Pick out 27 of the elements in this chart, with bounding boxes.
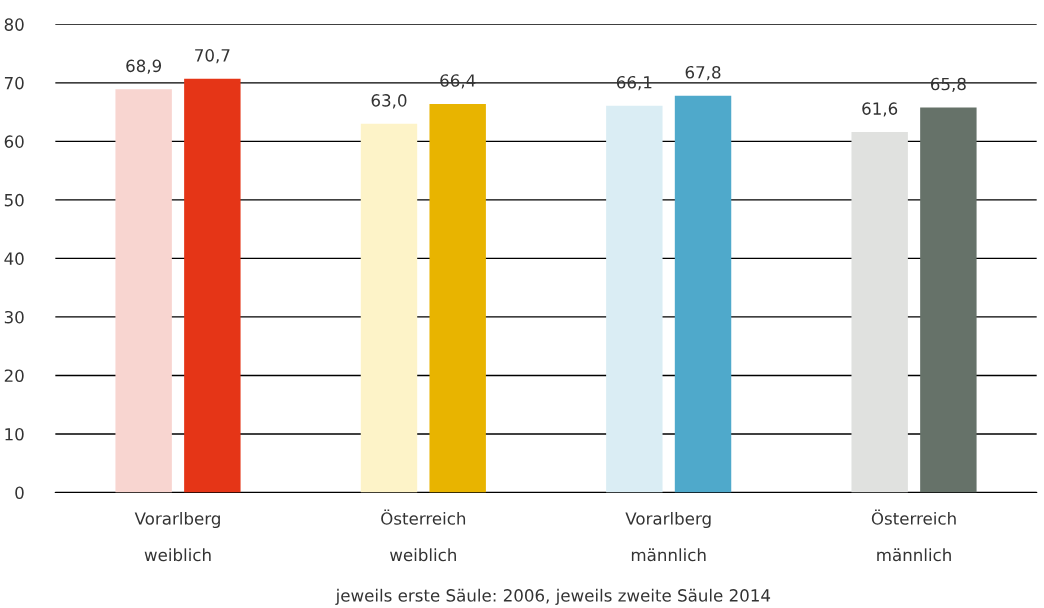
- y-tick-label: 50: [4, 193, 24, 207]
- data-label: 61,6: [862, 102, 898, 117]
- bar: [606, 105, 663, 493]
- category-label: Vorarlberg weiblich: [134, 511, 220, 562]
- bar: [920, 107, 977, 493]
- category-label: Österreich männlich: [871, 509, 956, 562]
- y-tick-label: 60: [4, 135, 24, 148]
- bar: [360, 123, 418, 493]
- category-label: Vorarlberg männlich: [625, 511, 711, 562]
- bar: [429, 103, 486, 493]
- y-tick-label: 0: [15, 486, 24, 500]
- bar: [184, 78, 241, 493]
- data-label: 67,8: [685, 65, 721, 81]
- category-label: Österreich weiblich: [381, 509, 466, 562]
- data-label: 68,9: [126, 59, 162, 74]
- bar: [851, 132, 908, 493]
- y-tick-label: 20: [4, 369, 24, 383]
- bar: [115, 89, 172, 493]
- y-tick-label: 40: [4, 252, 24, 265]
- y-tick-label: 70: [4, 76, 24, 90]
- text: jeweils erste Säule: 2006, jeweils zweite Säule 2014: [335, 588, 771, 605]
- data-label: 63,0: [371, 94, 407, 109]
- bar: [674, 95, 732, 493]
- y-tick-label: 30: [4, 310, 24, 324]
- data-label: 70,7: [195, 49, 230, 64]
- y-tick-label: 80: [4, 18, 24, 31]
- y-tick-label: 10: [5, 427, 24, 441]
